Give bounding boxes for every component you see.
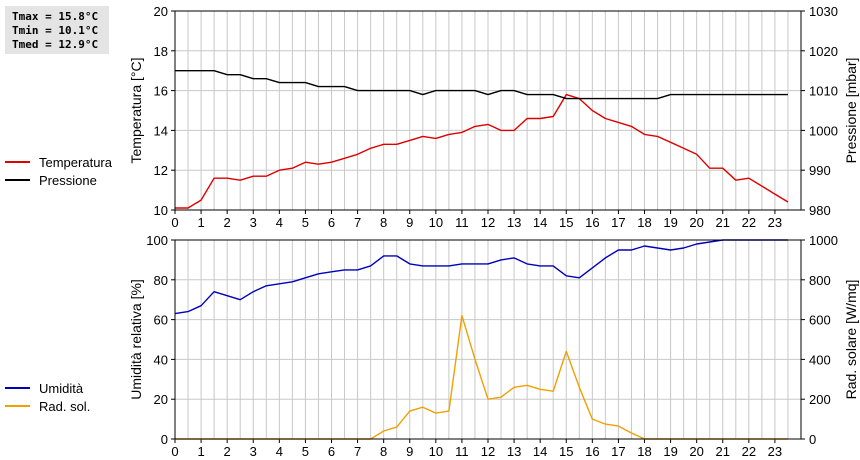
x-tick-label: 6 xyxy=(328,444,335,459)
y-tick-label-right: 1020 xyxy=(809,44,838,59)
y-tick-label-left: 60 xyxy=(154,313,168,328)
x-tick-label: 17 xyxy=(611,215,625,230)
x-tick-label: 18 xyxy=(637,444,651,459)
x-tick-label: 13 xyxy=(507,444,521,459)
y-tick-label-left: 16 xyxy=(154,84,168,99)
x-tick-label: 14 xyxy=(533,215,547,230)
x-tick-label: 19 xyxy=(663,444,677,459)
x-tick-label: 13 xyxy=(507,215,521,230)
x-tick-label: 7 xyxy=(354,215,361,230)
x-tick-label: 1 xyxy=(197,215,204,230)
x-tick-label: 16 xyxy=(585,444,599,459)
y-axis-label-left: Umidità relativa [%] xyxy=(128,279,144,400)
x-tick-label: 4 xyxy=(276,444,283,459)
y-axis-label-right: Pressione [mbar] xyxy=(843,58,859,164)
y-tick-label-left: 80 xyxy=(154,273,168,288)
x-tick-label: 9 xyxy=(406,444,413,459)
x-tick-label: 15 xyxy=(559,444,573,459)
x-tick-label: 2 xyxy=(224,215,231,230)
y-tick-label-right: 980 xyxy=(809,203,831,218)
y-tick-label-left: 0 xyxy=(161,432,168,447)
x-tick-label: 8 xyxy=(380,444,387,459)
x-tick-label: 16 xyxy=(585,215,599,230)
x-tick-label: 20 xyxy=(689,215,703,230)
x-tick-label: 19 xyxy=(663,215,677,230)
x-tick-label: 18 xyxy=(637,215,651,230)
x-tick-label: 3 xyxy=(250,215,257,230)
x-tick-label: 21 xyxy=(716,215,730,230)
x-tick-label: 0 xyxy=(171,215,178,230)
x-tick-label: 9 xyxy=(406,215,413,230)
x-tick-label: 23 xyxy=(768,215,782,230)
y-tick-label-left: 12 xyxy=(154,163,168,178)
y-tick-label-right: 1000 xyxy=(809,233,838,248)
plot-frame xyxy=(174,10,802,211)
x-tick-label: 15 xyxy=(559,215,573,230)
series-line-pressione xyxy=(175,69,788,100)
x-tick-label: 0 xyxy=(171,444,178,459)
y-tick-label-right: 800 xyxy=(809,273,831,288)
y-tick-label-right: 200 xyxy=(809,392,831,407)
y-tick-label-right: 0 xyxy=(809,432,816,447)
x-tick-label: 22 xyxy=(742,444,756,459)
y-axis-label-right: Rad. solare [W/mq] xyxy=(843,280,859,400)
x-tick-label: 1 xyxy=(197,444,204,459)
x-tick-label: 7 xyxy=(354,444,361,459)
y-tick-label-right: 600 xyxy=(809,313,831,328)
series-line-umidita xyxy=(174,239,788,315)
x-tick-label: 11 xyxy=(455,215,469,230)
y-tick-label-right: 400 xyxy=(809,352,831,367)
x-tick-label: 11 xyxy=(455,444,469,459)
x-tick-label: 12 xyxy=(481,444,495,459)
y-tick-label-left: 10 xyxy=(154,203,168,218)
tmed-label: Tmed = 12.9°C xyxy=(12,38,99,51)
y-tick-label-left: 20 xyxy=(154,4,168,19)
legend-label: Pressione xyxy=(39,173,97,188)
y-tick-label-left: 14 xyxy=(154,123,168,138)
x-tick-label: 8 xyxy=(380,215,387,230)
y-tick-label-left: 100 xyxy=(146,233,168,248)
y-tick-label-left: 40 xyxy=(154,352,168,367)
stats-box: Tmax = 15.8°C Tmin = 10.1°C Tmed = 12.9°… xyxy=(5,6,109,54)
y-tick-label-left: 18 xyxy=(154,44,168,59)
y-tick-label-left: 20 xyxy=(154,392,168,407)
y-tick-label-right: 990 xyxy=(809,163,831,178)
x-tick-label: 5 xyxy=(302,215,309,230)
y-tick-label-right: 1030 xyxy=(809,4,838,19)
y-tick-label-right: 1000 xyxy=(809,123,838,138)
x-tick-label: 23 xyxy=(768,444,782,459)
tmax-label: Tmax = 15.8°C xyxy=(12,10,99,23)
tmin-label: Tmin = 10.1°C xyxy=(12,24,99,37)
x-tick-label: 22 xyxy=(742,215,756,230)
x-tick-label: 21 xyxy=(716,444,730,459)
x-tick-label: 2 xyxy=(224,444,231,459)
x-tick-label: 3 xyxy=(250,444,257,459)
x-tick-label: 10 xyxy=(429,444,443,459)
y-axis-label-left: Temperatura [°C] xyxy=(128,58,144,164)
x-tick-label: 14 xyxy=(533,444,547,459)
x-tick-label: 4 xyxy=(276,215,283,230)
legend-label: Temperatura xyxy=(39,155,113,170)
x-tick-label: 17 xyxy=(611,444,625,459)
legend-label: Rad. sol. xyxy=(39,399,90,414)
legend-label: Umidità xyxy=(39,381,84,396)
x-tick-label: 5 xyxy=(302,444,309,459)
plot-frame xyxy=(174,239,802,440)
y-tick-label-right: 1010 xyxy=(809,84,838,99)
x-tick-label: 20 xyxy=(689,444,703,459)
x-tick-label: 12 xyxy=(481,215,495,230)
x-tick-label: 6 xyxy=(328,215,335,230)
x-tick-label: 10 xyxy=(429,215,443,230)
series-line-temperatura xyxy=(175,93,789,209)
